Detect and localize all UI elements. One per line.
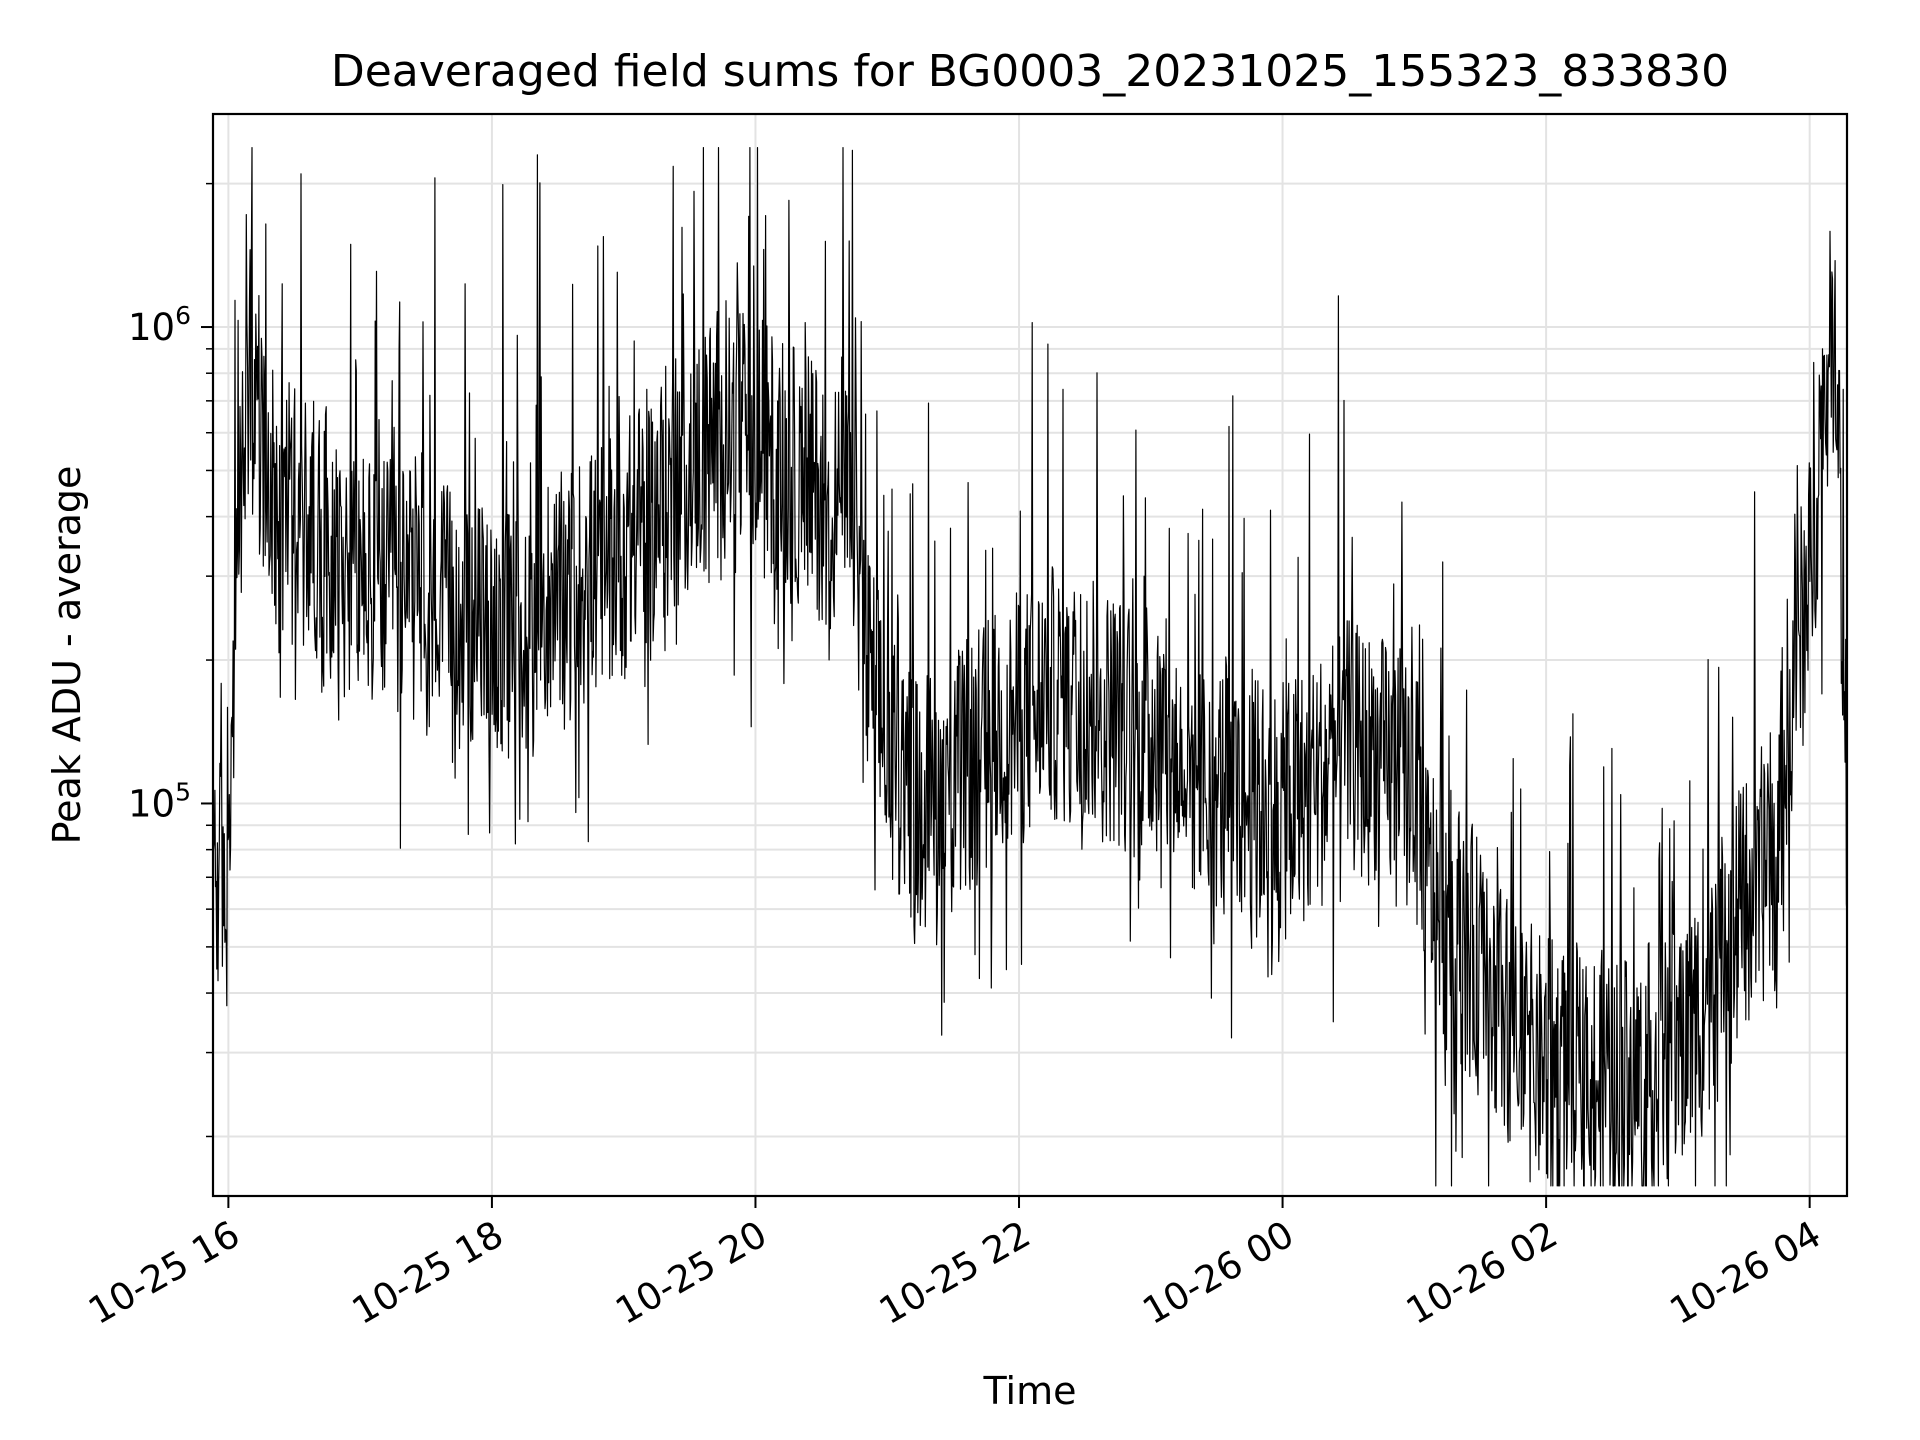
series-line bbox=[212, 147, 1848, 1187]
y-tick-exponent: 6 bbox=[175, 301, 191, 330]
x-axis-label: Time bbox=[983, 1369, 1077, 1413]
y-tick-label: 105 bbox=[128, 777, 191, 825]
plot-frame bbox=[211, 112, 1849, 1198]
series-group bbox=[212, 147, 1848, 1187]
chart-title: Deaveraged field sums for BG0003_2023102… bbox=[331, 46, 1729, 97]
y-tick-base: 10 bbox=[128, 306, 175, 349]
y-axis-label: Peak ADU - average bbox=[45, 466, 89, 845]
y-tick-base: 10 bbox=[128, 782, 175, 825]
y-tick-exponent: 5 bbox=[175, 777, 191, 806]
y-tick-label: 106 bbox=[128, 301, 191, 349]
